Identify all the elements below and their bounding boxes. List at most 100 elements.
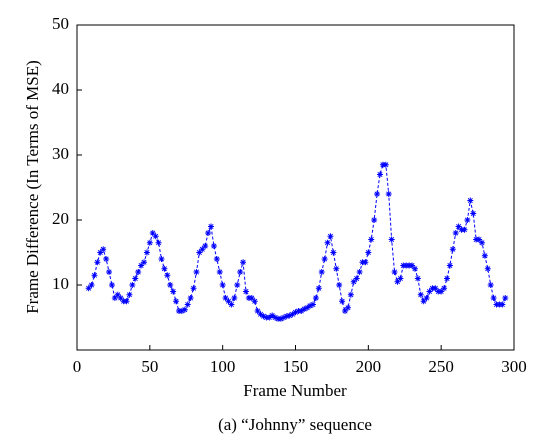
star-marker xyxy=(432,285,439,292)
star-marker xyxy=(222,295,229,301)
star-marker xyxy=(301,306,308,313)
star-marker xyxy=(91,272,98,279)
star-marker xyxy=(193,269,200,275)
star-marker xyxy=(208,223,215,230)
star-marker xyxy=(382,161,389,168)
star-marker xyxy=(228,301,235,308)
star-marker xyxy=(152,233,159,240)
star-marker xyxy=(260,313,267,320)
star-marker xyxy=(196,249,203,256)
y-axis-label: Frame Difference (In Terms of MSE) xyxy=(23,60,42,314)
star-marker xyxy=(478,239,485,246)
star-marker xyxy=(397,275,404,282)
star-marker xyxy=(374,191,381,197)
x-tick-label: 300 xyxy=(501,357,527,376)
star-marker xyxy=(129,282,136,288)
star-marker xyxy=(199,246,206,253)
x-tick-label: 50 xyxy=(141,357,158,376)
star-marker xyxy=(155,239,162,246)
star-marker xyxy=(344,304,351,311)
star-marker xyxy=(254,308,261,314)
x-tick-label: 200 xyxy=(356,357,382,376)
y-tick-label: 10 xyxy=(52,274,69,293)
star-marker xyxy=(409,262,416,269)
star-marker xyxy=(277,315,284,322)
star-marker xyxy=(464,217,471,223)
star-marker xyxy=(388,236,395,243)
x-tick-label: 0 xyxy=(73,357,82,376)
star-marker xyxy=(330,249,337,256)
plot-frame xyxy=(76,24,515,351)
star-marker xyxy=(248,295,255,301)
star-marker xyxy=(184,301,191,308)
star-marker xyxy=(106,269,113,275)
x-tick-label: 250 xyxy=(428,357,454,376)
star-marker xyxy=(149,230,156,236)
star-marker xyxy=(251,298,258,305)
x-axis-label: Frame Number xyxy=(243,381,347,400)
star-marker xyxy=(111,295,118,301)
star-marker xyxy=(132,275,139,282)
star-marker xyxy=(234,282,241,288)
star-marker xyxy=(394,278,401,285)
star-marker xyxy=(103,256,110,262)
star-marker xyxy=(414,275,421,282)
star-marker xyxy=(85,285,92,292)
star-marker xyxy=(164,272,171,279)
star-marker xyxy=(219,282,226,288)
star-marker xyxy=(280,314,287,321)
star-marker xyxy=(202,243,209,249)
star-marker xyxy=(362,259,369,266)
star-marker xyxy=(161,265,168,272)
y-tick-label: 20 xyxy=(52,209,69,228)
star-marker xyxy=(321,256,328,262)
star-marker xyxy=(467,197,474,204)
star-marker xyxy=(350,278,357,285)
caption: (a) “Johnny” sequence xyxy=(218,415,372,434)
star-marker xyxy=(242,288,249,295)
star-marker xyxy=(190,285,197,292)
star-marker xyxy=(423,295,430,301)
star-marker xyxy=(231,295,238,301)
star-marker xyxy=(210,243,217,249)
star-marker xyxy=(417,291,424,298)
star-marker xyxy=(420,298,427,305)
star-marker xyxy=(336,282,343,288)
star-marker xyxy=(143,249,150,256)
star-marker xyxy=(333,265,340,272)
star-marker xyxy=(138,262,145,269)
star-marker xyxy=(476,236,483,243)
star-marker xyxy=(443,275,450,282)
star-marker xyxy=(438,288,445,295)
star-marker xyxy=(452,230,459,236)
star-marker xyxy=(490,295,497,301)
star-marker xyxy=(213,256,220,262)
star-marker xyxy=(368,236,375,243)
star-marker xyxy=(484,265,491,272)
star-marker xyxy=(292,309,299,316)
star-marker xyxy=(307,302,314,309)
star-marker xyxy=(266,314,273,321)
y-tick-label: 40 xyxy=(52,79,69,98)
star-marker xyxy=(304,304,311,311)
star-marker xyxy=(481,252,488,259)
star-marker xyxy=(225,298,232,305)
star-marker xyxy=(173,298,180,305)
star-marker xyxy=(88,282,95,288)
star-marker xyxy=(309,301,316,308)
star-marker xyxy=(487,282,494,288)
star-marker xyxy=(426,288,433,295)
star-marker xyxy=(158,256,165,262)
star-marker xyxy=(365,249,372,256)
star-marker xyxy=(312,295,319,301)
star-marker xyxy=(502,295,509,301)
star-marker xyxy=(94,259,101,266)
y-tick-label: 50 xyxy=(52,14,69,33)
star-marker xyxy=(315,285,322,292)
star-marker xyxy=(298,308,305,314)
star-marker xyxy=(100,246,107,253)
star-marker xyxy=(108,282,115,288)
star-marker xyxy=(167,282,174,288)
star-marker xyxy=(470,210,477,217)
